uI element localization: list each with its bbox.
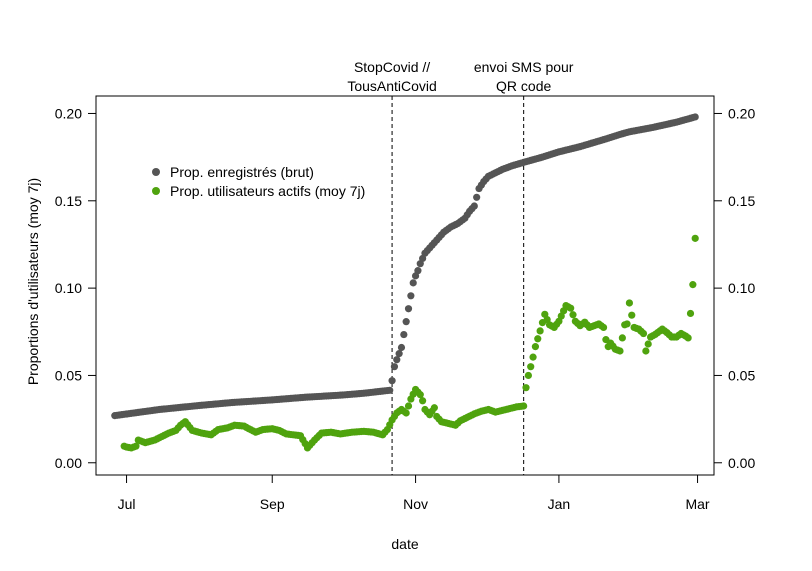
point [684, 334, 692, 342]
point [534, 335, 542, 343]
point [599, 323, 608, 332]
point [400, 330, 408, 339]
point [386, 386, 394, 394]
point [419, 397, 427, 405]
x-tick-label-0: Jul [118, 496, 136, 512]
point [132, 442, 140, 450]
point [527, 363, 535, 371]
legend: Prop. enregistrés (brut) Prop. utilisateu… [152, 164, 365, 199]
y-tick-label-left-3: 0.15 [55, 193, 82, 209]
y-tick-label-left-4: 0.20 [55, 105, 82, 121]
point [404, 402, 413, 410]
series-1 [120, 234, 699, 452]
point [473, 193, 481, 201]
point [686, 309, 695, 318]
event-label-1-1: QR code [496, 78, 551, 94]
point [639, 329, 648, 338]
point [520, 402, 528, 410]
point [409, 279, 417, 287]
point [623, 320, 631, 328]
point [628, 311, 636, 319]
point [524, 371, 532, 380]
point [470, 202, 478, 210]
point [625, 299, 634, 307]
legend-marker-1 [152, 187, 160, 195]
point [402, 409, 410, 417]
y-tick-label-right-3: 0.15 [728, 193, 755, 209]
y-tick-label-right-1: 0.05 [728, 367, 755, 383]
point [388, 377, 396, 385]
event-label-1-0: envoi SMS pour [474, 59, 574, 75]
point [531, 343, 540, 351]
x-tick-label-3: Jan [548, 496, 571, 512]
y-tick-label-left-0: 0.00 [55, 455, 82, 471]
event-label-0-0: StopCovid // [354, 59, 430, 75]
point [567, 304, 575, 312]
point [522, 384, 530, 392]
point [618, 334, 626, 342]
point [402, 318, 410, 326]
legend-label-1: Prop. utilisateurs actifs (moy 7j) [170, 183, 365, 199]
point [397, 343, 406, 352]
y-axis-title: Proportions d'utilisateurs (moy 7j) [25, 178, 41, 385]
legend-label-0: Prop. enregistrés (brut) [170, 164, 314, 180]
point [616, 347, 624, 355]
y-tick-label-left-1: 0.05 [55, 367, 82, 383]
point [390, 363, 399, 371]
point [691, 234, 699, 242]
point [536, 327, 544, 335]
x-tick-label-1: Sep [260, 496, 285, 512]
x-tick-label-2: Nov [403, 496, 428, 512]
point [407, 292, 415, 300]
y-tick-label-right-2: 0.10 [728, 280, 755, 296]
point [689, 281, 697, 289]
point [395, 350, 403, 358]
x-tick-label-4: Mar [685, 496, 709, 512]
point [529, 353, 537, 361]
point [691, 113, 699, 121]
series-0 [111, 113, 699, 420]
x-axis-title: date [391, 536, 418, 552]
point [414, 267, 422, 275]
y-tick-label-left-2: 0.10 [55, 280, 82, 296]
y-tick-label-right-4: 0.20 [728, 105, 755, 121]
legend-marker-0 [152, 168, 160, 176]
data-points [111, 113, 699, 452]
y-tick-label-right-0: 0.00 [728, 455, 755, 471]
point [430, 404, 438, 412]
point [416, 391, 424, 399]
axes: Jul Sep Nov Jan Mar 0.00 0.00 0.05 0.05 0.10 0.10 0… [25, 95, 755, 552]
annotations: StopCovid // TousAntiCovid envoi SMS pour Q… [347, 59, 574, 475]
point [642, 347, 650, 355]
point [404, 305, 413, 313]
point [644, 340, 652, 348]
point [569, 311, 577, 319]
event-label-0-1: TousAntiCovid [347, 78, 437, 94]
point [393, 356, 401, 364]
plot-frame [95, 95, 715, 476]
